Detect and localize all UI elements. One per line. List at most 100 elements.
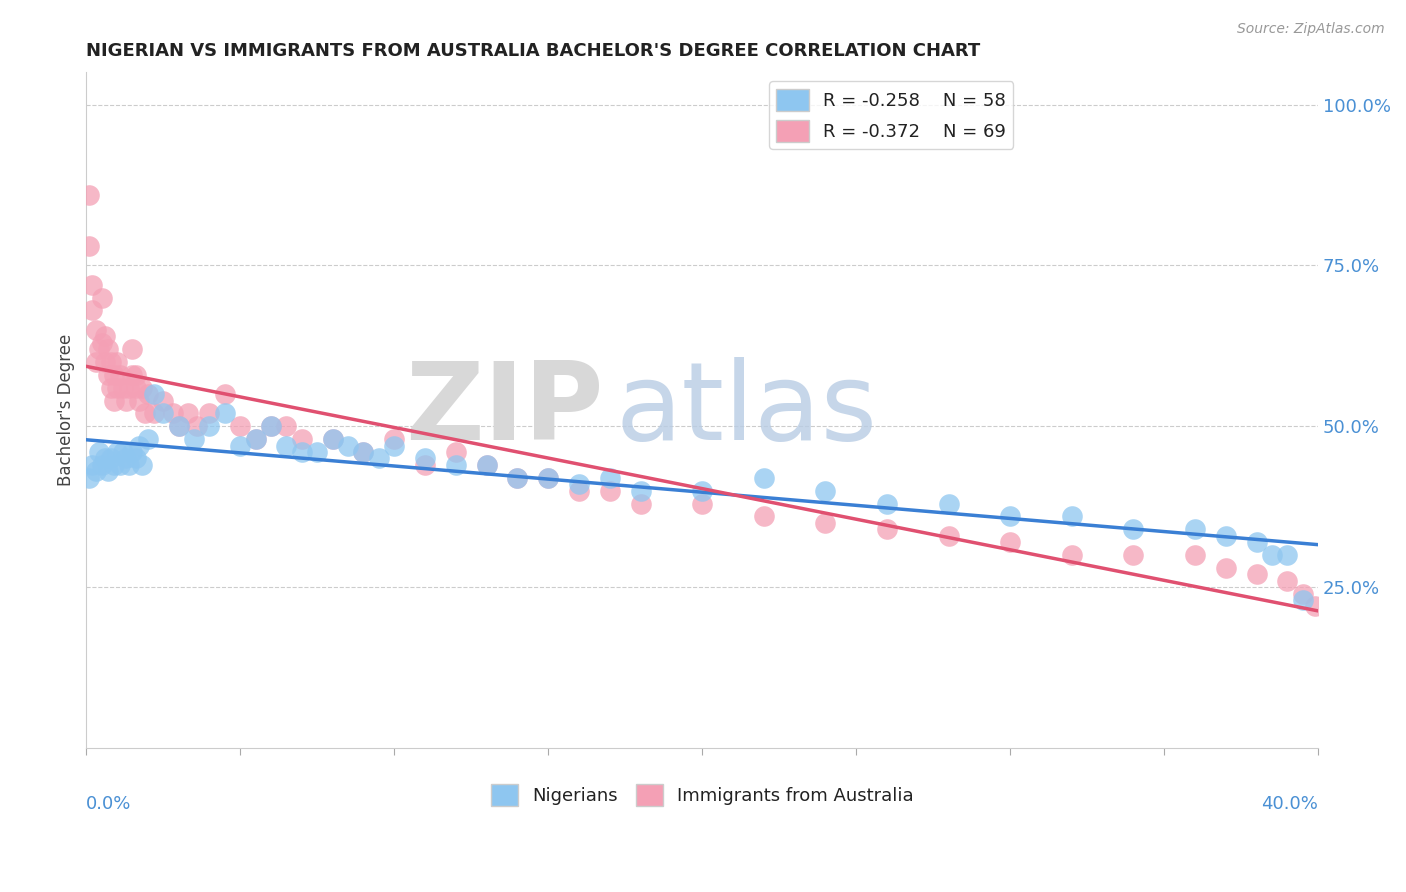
Point xyxy=(1215,529,1237,543)
Point xyxy=(124,381,146,395)
Point xyxy=(90,291,112,305)
Point xyxy=(183,432,205,446)
Point xyxy=(537,471,560,485)
Point xyxy=(1292,593,1315,607)
Text: 0.0%: 0.0% xyxy=(86,796,132,814)
Point xyxy=(1184,548,1206,562)
Point xyxy=(630,496,652,510)
Point xyxy=(105,381,128,395)
Point xyxy=(108,458,131,472)
Point xyxy=(1246,567,1268,582)
Point xyxy=(136,432,159,446)
Point xyxy=(1292,586,1315,600)
Point xyxy=(214,387,236,401)
Point xyxy=(198,419,221,434)
Point xyxy=(128,439,150,453)
Point xyxy=(108,368,131,382)
Text: Source: ZipAtlas.com: Source: ZipAtlas.com xyxy=(1237,22,1385,37)
Point xyxy=(506,471,529,485)
Point xyxy=(177,407,200,421)
Point xyxy=(475,458,498,472)
Point xyxy=(105,445,128,459)
Point xyxy=(97,342,120,356)
Point xyxy=(291,445,314,459)
Point xyxy=(136,387,159,401)
Text: 40.0%: 40.0% xyxy=(1261,796,1319,814)
Point xyxy=(291,432,314,446)
Point xyxy=(121,368,143,382)
Point xyxy=(630,483,652,498)
Point xyxy=(94,355,117,369)
Point xyxy=(1246,535,1268,549)
Point xyxy=(998,509,1021,524)
Point xyxy=(599,483,621,498)
Point xyxy=(143,387,166,401)
Point xyxy=(115,393,138,408)
Text: NIGERIAN VS IMMIGRANTS FROM AUSTRALIA BACHELOR'S DEGREE CORRELATION CHART: NIGERIAN VS IMMIGRANTS FROM AUSTRALIA BA… xyxy=(86,42,980,60)
Text: atlas: atlas xyxy=(616,357,877,463)
Point xyxy=(131,381,153,395)
Point xyxy=(876,522,898,536)
Point xyxy=(506,471,529,485)
Point xyxy=(82,277,104,292)
Point xyxy=(1261,548,1284,562)
Point xyxy=(260,419,283,434)
Point xyxy=(97,464,120,478)
Point xyxy=(118,458,141,472)
Point xyxy=(1122,548,1144,562)
Point xyxy=(97,368,120,382)
Point xyxy=(413,458,436,472)
Point xyxy=(124,451,146,466)
Point xyxy=(382,432,405,446)
Point xyxy=(112,445,135,459)
Point xyxy=(214,407,236,421)
Point xyxy=(90,458,112,472)
Point xyxy=(186,419,208,434)
Legend: Nigerians, Immigrants from Australia: Nigerians, Immigrants from Australia xyxy=(484,777,921,814)
Point xyxy=(1215,561,1237,575)
Point xyxy=(1277,548,1299,562)
Point xyxy=(87,445,110,459)
Point xyxy=(121,342,143,356)
Point xyxy=(367,451,389,466)
Point xyxy=(1060,548,1083,562)
Point xyxy=(143,407,166,421)
Point xyxy=(152,393,174,408)
Point xyxy=(105,355,128,369)
Point xyxy=(162,407,184,421)
Point xyxy=(167,419,190,434)
Point xyxy=(337,439,360,453)
Point xyxy=(1122,522,1144,536)
Point xyxy=(103,368,125,382)
Point xyxy=(82,303,104,318)
Point xyxy=(752,509,775,524)
Point xyxy=(115,451,138,466)
Point xyxy=(752,471,775,485)
Point xyxy=(1303,599,1326,614)
Point xyxy=(690,483,713,498)
Y-axis label: Bachelor's Degree: Bachelor's Degree xyxy=(58,334,75,486)
Point xyxy=(229,439,252,453)
Point xyxy=(938,529,960,543)
Point xyxy=(79,471,101,485)
Point xyxy=(307,445,329,459)
Point xyxy=(79,239,101,253)
Text: ZIP: ZIP xyxy=(405,357,603,463)
Point xyxy=(118,381,141,395)
Point xyxy=(537,471,560,485)
Point xyxy=(84,355,107,369)
Point xyxy=(444,445,467,459)
Point xyxy=(229,419,252,434)
Point xyxy=(245,432,267,446)
Point xyxy=(475,458,498,472)
Point xyxy=(1277,574,1299,588)
Point xyxy=(128,393,150,408)
Point xyxy=(814,516,837,530)
Point xyxy=(322,432,344,446)
Point xyxy=(1060,509,1083,524)
Point xyxy=(94,451,117,466)
Point xyxy=(198,407,221,421)
Point xyxy=(568,483,591,498)
Point xyxy=(103,458,125,472)
Point xyxy=(131,458,153,472)
